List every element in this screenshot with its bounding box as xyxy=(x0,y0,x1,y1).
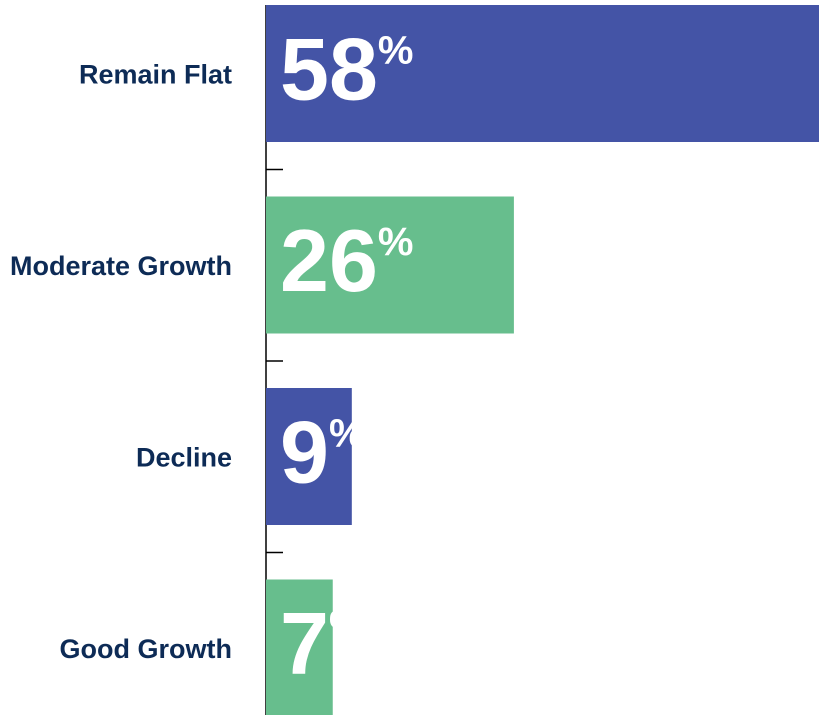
bar xyxy=(266,196,514,334)
value-number: 9 xyxy=(280,403,329,502)
bar xyxy=(266,388,352,525)
category-label: Decline xyxy=(136,443,232,473)
category-label: Remain Flat xyxy=(79,60,232,90)
value-unit: % xyxy=(329,411,365,455)
value-unit: % xyxy=(378,220,414,264)
value-number: 58 xyxy=(280,20,378,119)
value-label: 58% xyxy=(280,20,413,119)
value-label: 9% xyxy=(280,403,365,502)
value-label: 7% xyxy=(280,594,365,693)
category-label: Good Growth xyxy=(60,634,232,664)
value-number: 26 xyxy=(280,211,378,310)
category-label: Moderate Growth xyxy=(10,251,232,281)
value-unit: % xyxy=(329,603,365,647)
value-unit: % xyxy=(378,28,414,72)
bar xyxy=(266,5,819,142)
value-label: 26% xyxy=(280,211,413,310)
bar xyxy=(266,579,333,715)
value-number: 7 xyxy=(280,594,329,693)
